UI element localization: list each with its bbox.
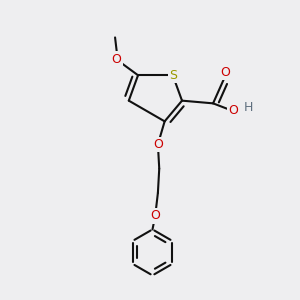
Text: H: H [244,101,253,114]
Text: S: S [169,69,177,82]
Text: O: O [153,138,163,151]
Text: O: O [220,66,230,79]
Text: O: O [228,103,238,117]
Text: O: O [112,52,122,65]
Text: O: O [150,209,160,222]
